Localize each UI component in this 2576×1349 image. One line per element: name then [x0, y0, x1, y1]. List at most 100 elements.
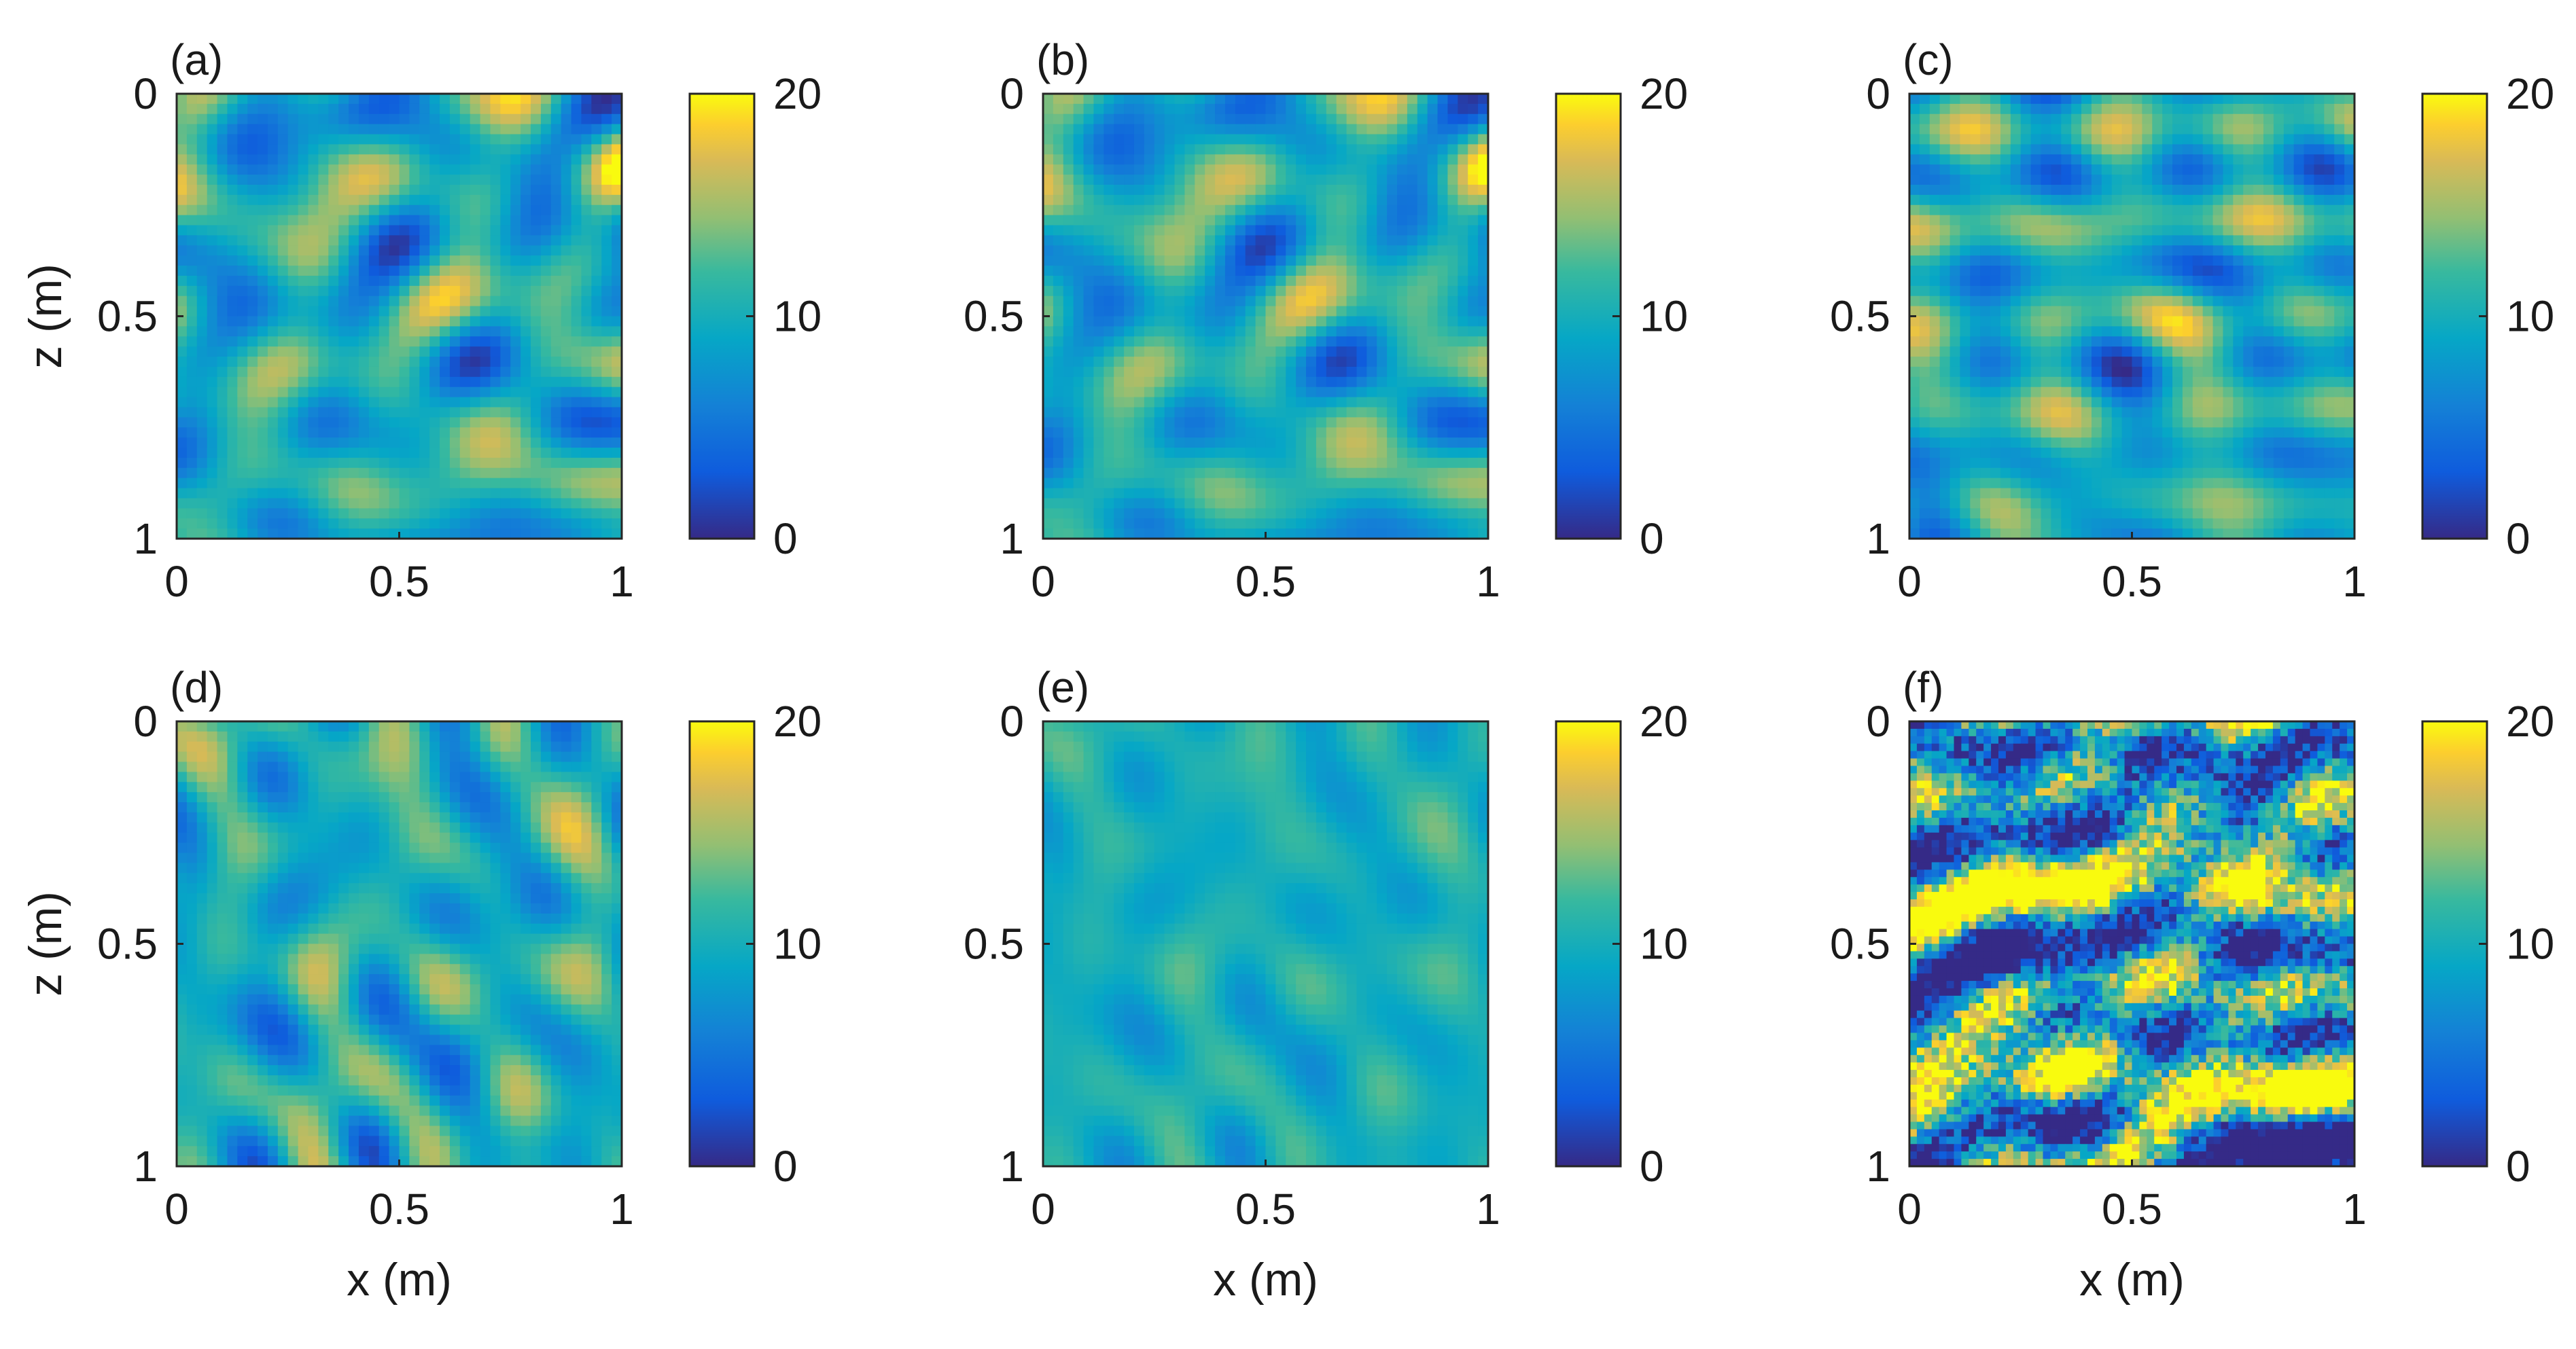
heatmap-cell	[2202, 326, 2214, 337]
heatmap-cell	[1104, 417, 1114, 428]
heatmap-cell	[1356, 94, 1367, 105]
heatmap-cell	[267, 326, 279, 337]
heatmap-cell	[389, 175, 400, 185]
heatmap-cell	[196, 467, 208, 479]
heatmap-cell	[1447, 427, 1458, 438]
heatmap-cell	[1326, 134, 1337, 145]
heatmap-cell	[2051, 113, 2062, 125]
heatmap-cell	[1929, 124, 1941, 135]
heatmap-cell	[1458, 386, 1468, 398]
heatmap-cell	[490, 204, 501, 216]
heatmap-cell	[389, 528, 400, 539]
heatmap-cell	[1377, 285, 1388, 297]
heatmap-cell	[2212, 215, 2224, 226]
heatmap-cell	[1073, 245, 1084, 256]
heatmap-cell	[2061, 295, 2072, 307]
heatmap-cell	[1437, 124, 1449, 135]
heatmap-cell	[1929, 225, 1941, 236]
heatmap-cell	[581, 457, 592, 469]
heatmap-cell	[2192, 113, 2204, 125]
heatmap-cell	[1063, 134, 1074, 145]
heatmap-cell	[1133, 417, 1145, 428]
heatmap-cell	[581, 407, 592, 418]
heatmap-cell	[1296, 357, 1307, 367]
heatmap-cell	[1083, 164, 1095, 175]
heatmap-cell	[2071, 336, 2082, 347]
heatmap-cell	[217, 194, 228, 206]
heatmap-cell	[177, 245, 188, 256]
heatmap-cell	[1224, 266, 1236, 276]
heatmap-cell	[1366, 164, 1377, 175]
heatmap-cell	[1245, 113, 1256, 125]
heatmap-cell	[1195, 346, 1205, 357]
heatmap-cell	[1929, 144, 1941, 155]
heatmap-cell	[1346, 518, 1358, 529]
heatmap-cell	[2132, 255, 2142, 266]
heatmap-cell	[1093, 285, 1104, 297]
heatmap-cell	[449, 478, 461, 489]
heatmap-cell	[1326, 407, 1337, 418]
heatmap-cell	[358, 366, 370, 378]
heatmap-cell	[521, 326, 531, 337]
heatmap-cell	[1346, 154, 1358, 165]
heatmap-cell	[540, 215, 552, 226]
heatmap-cell	[1356, 407, 1367, 418]
heatmap-cell	[1114, 457, 1125, 469]
heatmap-cell	[581, 225, 592, 236]
heatmap-cell	[571, 134, 582, 145]
heatmap-cell	[2223, 124, 2234, 135]
heatmap-cell	[531, 266, 542, 276]
heatmap-cell	[1336, 357, 1347, 367]
heatmap-cell	[2010, 306, 2022, 317]
heatmap-cell	[581, 467, 592, 479]
heatmap-cell	[571, 498, 582, 509]
heatmap-cell	[1063, 124, 1074, 135]
heatmap-cell	[2324, 225, 2335, 236]
heatmap-cell	[177, 457, 188, 469]
heatmap-cell	[1437, 437, 1449, 448]
heatmap-cell	[1224, 154, 1236, 165]
heatmap-cell	[490, 366, 501, 378]
heatmap-cell	[389, 498, 400, 509]
heatmap-cell	[500, 467, 511, 479]
heatmap-cell	[1114, 144, 1125, 155]
heatmap-cell	[591, 488, 602, 499]
heatmap-cell	[601, 417, 612, 428]
heatmap-cell	[368, 397, 380, 408]
heatmap-cell	[1939, 245, 1951, 256]
heatmap-cell	[1377, 235, 1388, 246]
heatmap-cell	[258, 316, 268, 327]
heatmap-cell	[287, 144, 299, 155]
heatmap-cell	[1043, 235, 1054, 246]
heatmap-cell	[531, 397, 542, 408]
heatmap-cell	[258, 144, 268, 155]
heatmap-cell	[581, 113, 592, 125]
heatmap-cell	[287, 124, 299, 135]
heatmap-cell	[298, 215, 309, 226]
heatmap-cell	[2172, 326, 2183, 337]
heatmap-cell	[1114, 326, 1125, 337]
heatmap-cell	[207, 346, 218, 357]
heatmap-cell	[1346, 275, 1358, 287]
heatmap-cell	[1417, 94, 1428, 105]
heatmap-cell	[1154, 437, 1165, 448]
heatmap-cell	[1235, 316, 1246, 327]
heatmap-cell	[1286, 427, 1296, 438]
heatmap-cell	[1174, 255, 1186, 266]
heatmap-cell	[2061, 235, 2072, 246]
heatmap-cell	[1114, 417, 1125, 428]
heatmap-a	[177, 94, 622, 539]
heatmap-cell	[227, 376, 238, 388]
heatmap-cell	[1073, 386, 1084, 398]
heatmap-cell	[277, 316, 289, 327]
heatmap-cell	[358, 255, 370, 266]
heatmap-cell	[510, 316, 521, 327]
heatmap-cell	[429, 326, 440, 337]
heatmap-cell	[237, 245, 248, 256]
heatmap-cell	[1164, 478, 1176, 489]
heatmap-cell	[1919, 134, 1930, 145]
heatmap-cell	[2344, 175, 2355, 185]
heatmap-cell	[2182, 184, 2193, 196]
heatmap-cell	[429, 498, 440, 509]
heatmap-cell	[2132, 164, 2142, 175]
